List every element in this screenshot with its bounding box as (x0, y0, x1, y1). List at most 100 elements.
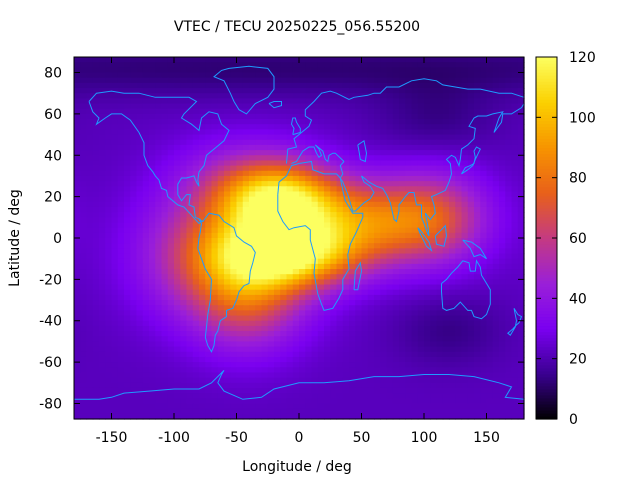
heatmap-cell (299, 289, 306, 296)
heatmap-cell (386, 320, 394, 327)
heatmap-cell (74, 165, 81, 172)
heatmap-cell (117, 408, 125, 415)
heatmap-cell (99, 108, 106, 115)
heatmap-cell (199, 305, 206, 311)
heatmap-cell (455, 160, 463, 167)
heatmap-cell (405, 269, 413, 275)
heatmap-cell (167, 336, 175, 343)
heatmap-cell (205, 372, 213, 379)
heatmap-cell (192, 124, 200, 130)
heatmap-cell (336, 108, 344, 115)
heatmap-cell (111, 82, 119, 89)
heatmap-cell (280, 222, 288, 229)
heatmap-cell (436, 320, 444, 327)
heatmap-cell (505, 341, 513, 348)
heatmap-cell (136, 253, 144, 260)
heatmap-cell (480, 274, 488, 280)
heatmap-cell (330, 393, 338, 399)
heatmap-cell (474, 289, 481, 296)
heatmap-cell (361, 217, 369, 224)
heatmap-cell (355, 201, 363, 208)
heatmap-cell (499, 258, 506, 265)
heatmap-cell (449, 119, 456, 125)
heatmap-cell (92, 217, 100, 224)
heatmap-cell (186, 67, 194, 74)
heatmap-cell (336, 227, 344, 234)
heatmap-cell (317, 279, 325, 286)
heatmap-cell (199, 144, 206, 151)
heatmap-cell (186, 341, 194, 348)
heatmap-cell (286, 77, 294, 84)
heatmap-cell (311, 248, 319, 255)
heatmap-cell (292, 88, 300, 94)
heatmap-cell (136, 134, 144, 141)
heatmap-cell (517, 362, 525, 368)
heatmap-cell (424, 232, 431, 239)
heatmap-cell (86, 57, 94, 63)
heatmap-cell (505, 351, 513, 358)
heatmap-cell (330, 98, 338, 105)
heatmap-cell (92, 279, 100, 286)
heatmap-cell (155, 408, 163, 415)
heatmap-cell (499, 170, 506, 177)
heatmap-cell (286, 62, 294, 68)
heatmap-cell (161, 62, 169, 68)
heatmap-cell (86, 62, 94, 68)
heatmap-cell (205, 413, 213, 420)
heatmap-cell (74, 341, 81, 348)
heatmap-cell (305, 393, 313, 399)
heatmap-cell (192, 113, 200, 120)
heatmap-cell (130, 181, 138, 187)
heatmap-cell (280, 243, 288, 249)
heatmap-cell (242, 139, 250, 146)
heatmap-cell (417, 119, 425, 125)
heatmap-cell (461, 331, 469, 337)
heatmap-cell (505, 325, 513, 332)
heatmap-cell (167, 372, 175, 379)
heatmap-cell (130, 341, 138, 348)
heatmap-cell (74, 88, 81, 94)
heatmap-cell (311, 201, 319, 208)
heatmap-cell (174, 124, 181, 130)
heatmap-cell (336, 206, 344, 213)
heatmap-cell (280, 331, 288, 337)
heatmap-cell (324, 217, 331, 224)
heatmap-cell (405, 222, 413, 229)
heatmap-cell (142, 300, 150, 306)
heatmap-cell (442, 191, 450, 198)
heatmap-cell (149, 181, 156, 187)
heatmap-cell (167, 398, 175, 405)
heatmap-cell (417, 62, 425, 68)
heatmap-cell (280, 103, 288, 110)
heatmap-cell (105, 144, 113, 151)
heatmap-cell (505, 284, 513, 291)
heatmap-cell (211, 67, 219, 74)
heatmap-cell (336, 144, 344, 151)
heatmap-cell (411, 258, 419, 265)
heatmap-cell (105, 227, 113, 234)
heatmap-cell (449, 279, 456, 286)
heatmap-cell (161, 413, 169, 420)
heatmap-cell (292, 57, 300, 63)
heatmap-cell (430, 289, 438, 296)
heatmap-cell (230, 160, 238, 167)
heatmap-cell (217, 393, 225, 399)
heatmap-cell (436, 243, 444, 249)
heatmap-cell (105, 119, 113, 125)
heatmap-cell (274, 77, 281, 84)
heatmap-cell (449, 382, 456, 389)
heatmap-cell (267, 253, 275, 260)
heatmap-cell (167, 57, 175, 63)
heatmap-cell (374, 144, 381, 151)
heatmap-cell (99, 175, 106, 182)
heatmap-cell (455, 393, 463, 399)
heatmap-cell (230, 77, 238, 84)
heatmap-cell (430, 181, 438, 187)
heatmap-cell (224, 67, 231, 74)
heatmap-cell (392, 212, 400, 218)
heatmap-cell (392, 346, 400, 353)
heatmap-cell (411, 408, 419, 415)
heatmap-cell (255, 186, 263, 193)
heatmap-cell (92, 263, 100, 270)
heatmap-cell (455, 320, 463, 327)
